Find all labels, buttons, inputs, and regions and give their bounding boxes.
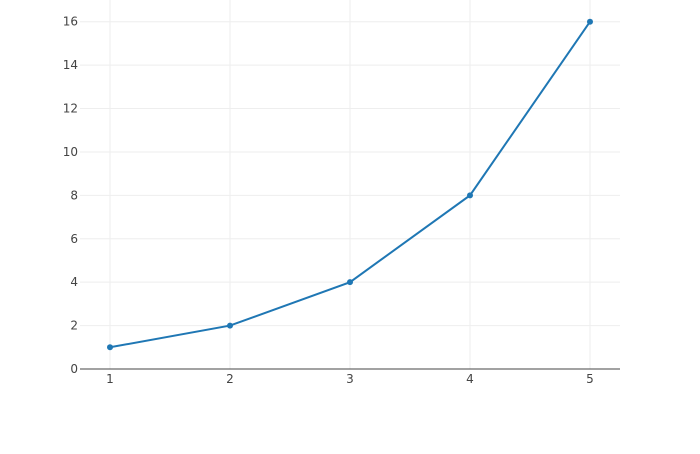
y-tick-label: 0 xyxy=(70,362,78,376)
x-tick-label: 4 xyxy=(466,372,474,386)
y-tick-label: 6 xyxy=(70,232,78,246)
data-point xyxy=(227,322,233,329)
x-tick-label: 1 xyxy=(106,372,114,386)
data-point xyxy=(587,18,593,25)
data-point xyxy=(467,192,473,199)
grid xyxy=(80,0,620,369)
x-tick-label: 2 xyxy=(226,372,234,386)
data-point xyxy=(347,279,353,286)
y-tick-label: 10 xyxy=(63,145,78,159)
y-tick-label: 12 xyxy=(63,102,78,116)
y-tick-label: 14 xyxy=(63,58,78,72)
x-tick-label: 3 xyxy=(346,372,354,386)
series xyxy=(107,18,593,351)
y-tick-label: 4 xyxy=(70,275,78,289)
x-tick-label: 5 xyxy=(586,372,594,386)
y-tick-label: 8 xyxy=(70,188,78,202)
data-point xyxy=(107,344,113,351)
y-tick-label: 16 xyxy=(63,15,78,29)
y-tick-label: 2 xyxy=(70,319,78,333)
